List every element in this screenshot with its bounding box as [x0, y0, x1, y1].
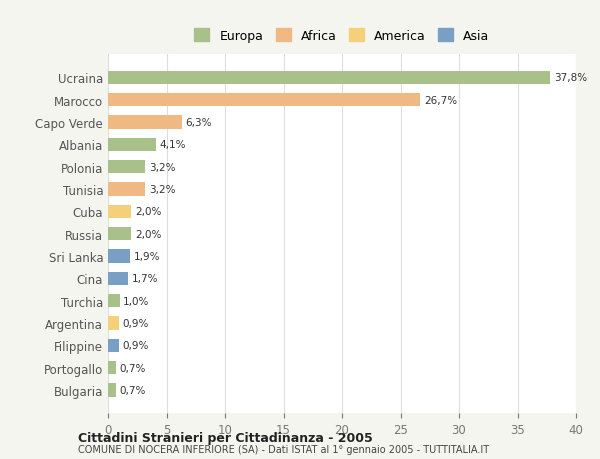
- Text: 37,8%: 37,8%: [554, 73, 587, 83]
- Text: 2,0%: 2,0%: [135, 207, 161, 217]
- Text: 0,7%: 0,7%: [120, 385, 146, 395]
- Bar: [108, 250, 130, 263]
- Text: COMUNE DI NOCERA INFERIORE (SA) - Dati ISTAT al 1° gennaio 2005 - TUTTITALIA.IT: COMUNE DI NOCERA INFERIORE (SA) - Dati I…: [78, 444, 489, 454]
- Text: Cittadini Stranieri per Cittadinanza - 2005: Cittadini Stranieri per Cittadinanza - 2…: [78, 431, 373, 444]
- Bar: [108, 294, 120, 308]
- Bar: [108, 339, 119, 352]
- Text: 0,9%: 0,9%: [122, 341, 148, 351]
- Bar: [108, 94, 421, 107]
- Bar: [108, 71, 550, 85]
- Text: 0,7%: 0,7%: [120, 363, 146, 373]
- Text: 1,0%: 1,0%: [123, 296, 149, 306]
- Bar: [108, 161, 145, 174]
- Bar: [108, 272, 128, 285]
- Bar: [108, 183, 145, 196]
- Text: 1,7%: 1,7%: [131, 274, 158, 284]
- Text: 3,2%: 3,2%: [149, 185, 175, 195]
- Text: 0,9%: 0,9%: [122, 318, 148, 328]
- Text: 26,7%: 26,7%: [424, 95, 457, 105]
- Bar: [108, 227, 131, 241]
- Bar: [108, 138, 156, 151]
- Text: 2,0%: 2,0%: [135, 229, 161, 239]
- Text: 6,3%: 6,3%: [185, 118, 212, 128]
- Text: 4,1%: 4,1%: [160, 140, 186, 150]
- Bar: [108, 205, 131, 218]
- Bar: [108, 116, 182, 129]
- Bar: [108, 383, 116, 397]
- Text: 3,2%: 3,2%: [149, 162, 175, 172]
- Bar: [108, 317, 119, 330]
- Legend: Europa, Africa, America, Asia: Europa, Africa, America, Asia: [191, 26, 493, 47]
- Text: 1,9%: 1,9%: [134, 252, 160, 261]
- Bar: [108, 361, 116, 375]
